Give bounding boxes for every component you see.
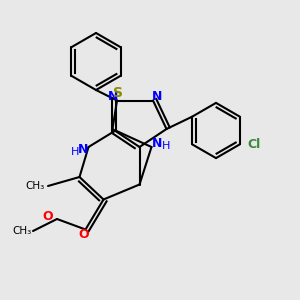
Text: H: H — [71, 147, 79, 157]
Text: CH₃: CH₃ — [12, 226, 32, 236]
Text: N: N — [78, 143, 88, 156]
Text: H: H — [162, 140, 170, 151]
Text: S: S — [113, 86, 124, 100]
Text: N: N — [108, 90, 118, 104]
Text: CH₃: CH₃ — [26, 181, 45, 191]
Text: N: N — [152, 137, 162, 150]
Text: O: O — [79, 228, 89, 242]
Text: Cl: Cl — [248, 138, 261, 151]
Text: N: N — [152, 90, 162, 104]
Text: O: O — [43, 209, 53, 223]
